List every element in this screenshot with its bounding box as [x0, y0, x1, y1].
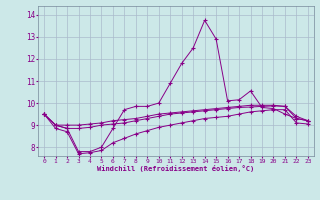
X-axis label: Windchill (Refroidissement éolien,°C): Windchill (Refroidissement éolien,°C) [97, 165, 255, 172]
